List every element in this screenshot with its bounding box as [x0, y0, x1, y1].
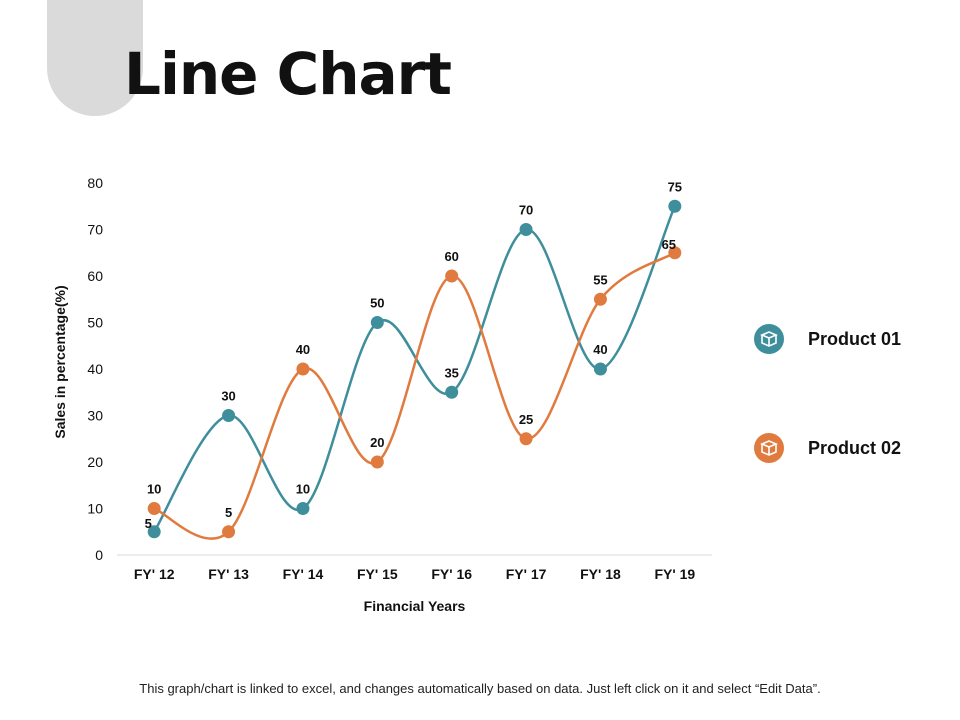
- data-label: 55: [593, 272, 607, 287]
- series-line-2: [153, 251, 676, 540]
- data-label: 10: [296, 482, 310, 497]
- data-label: 20: [370, 435, 384, 450]
- data-label: 40: [296, 342, 310, 357]
- data-label: 40: [593, 342, 607, 357]
- y-tick-label: 10: [87, 501, 103, 517]
- data-label: 50: [370, 296, 384, 311]
- legend-label: Product 02: [808, 437, 902, 458]
- y-tick-label: 0: [95, 547, 103, 563]
- data-point: [519, 223, 533, 236]
- data-point: [370, 316, 384, 329]
- y-tick-label: 80: [87, 175, 103, 191]
- data-point: [222, 409, 236, 422]
- data-label: 65: [662, 237, 676, 252]
- legend-item-product-01: Product 01: [754, 322, 944, 356]
- data-point: [147, 502, 161, 515]
- legend-label: Product 01: [808, 328, 902, 349]
- data-point: [519, 432, 533, 446]
- x-tick-label: FY' 19: [654, 566, 695, 582]
- data-point: [147, 525, 161, 539]
- data-label: 35: [444, 365, 458, 380]
- legend-item-product-02: Product 02: [754, 431, 944, 465]
- x-tick-label: FY' 17: [506, 566, 547, 582]
- chart-legend: Product 01 Product 02: [754, 322, 944, 540]
- data-point: [222, 525, 236, 539]
- data-label: 75: [668, 179, 682, 194]
- data-point: [593, 362, 607, 376]
- data-label: 5: [145, 516, 152, 531]
- data-label: 60: [444, 249, 458, 264]
- data-label: 25: [519, 412, 533, 427]
- data-label: 5: [225, 505, 232, 520]
- data-point: [445, 269, 459, 283]
- data-label: 30: [221, 389, 235, 404]
- footnote: This graph/chart is linked to excel, and…: [139, 681, 821, 696]
- x-tick-label: FY' 12: [134, 566, 175, 582]
- y-tick-label: 40: [87, 361, 103, 377]
- series-line-1: [153, 205, 676, 533]
- data-point: [445, 385, 459, 399]
- page-title: Line Chart: [124, 40, 452, 108]
- y-tick-label: 30: [87, 408, 103, 424]
- y-tick-label: 70: [87, 222, 103, 238]
- x-axis-title: Financial Years: [364, 598, 466, 614]
- x-tick-label: FY' 15: [357, 566, 398, 582]
- data-point: [593, 292, 607, 306]
- y-tick-label: 50: [87, 315, 103, 331]
- y-tick-label: 60: [87, 268, 103, 284]
- decorative-tab: [47, 0, 143, 116]
- data-point: [370, 455, 384, 469]
- y-tick-label: 20: [87, 454, 103, 470]
- box-icon: [754, 324, 784, 354]
- data-point: [668, 246, 682, 260]
- data-point: [296, 362, 310, 376]
- x-tick-label: FY' 13: [208, 566, 249, 582]
- data-label: 70: [519, 203, 533, 218]
- data-label: 10: [147, 482, 161, 497]
- y-axis-title: Sales in percentage(%): [52, 285, 68, 438]
- x-tick-label: FY' 18: [580, 566, 621, 582]
- x-tick-label: FY' 14: [283, 566, 324, 582]
- x-tick-label: FY' 16: [431, 566, 472, 582]
- data-point: [296, 502, 310, 515]
- data-point: [668, 199, 682, 213]
- box-icon: [754, 433, 784, 463]
